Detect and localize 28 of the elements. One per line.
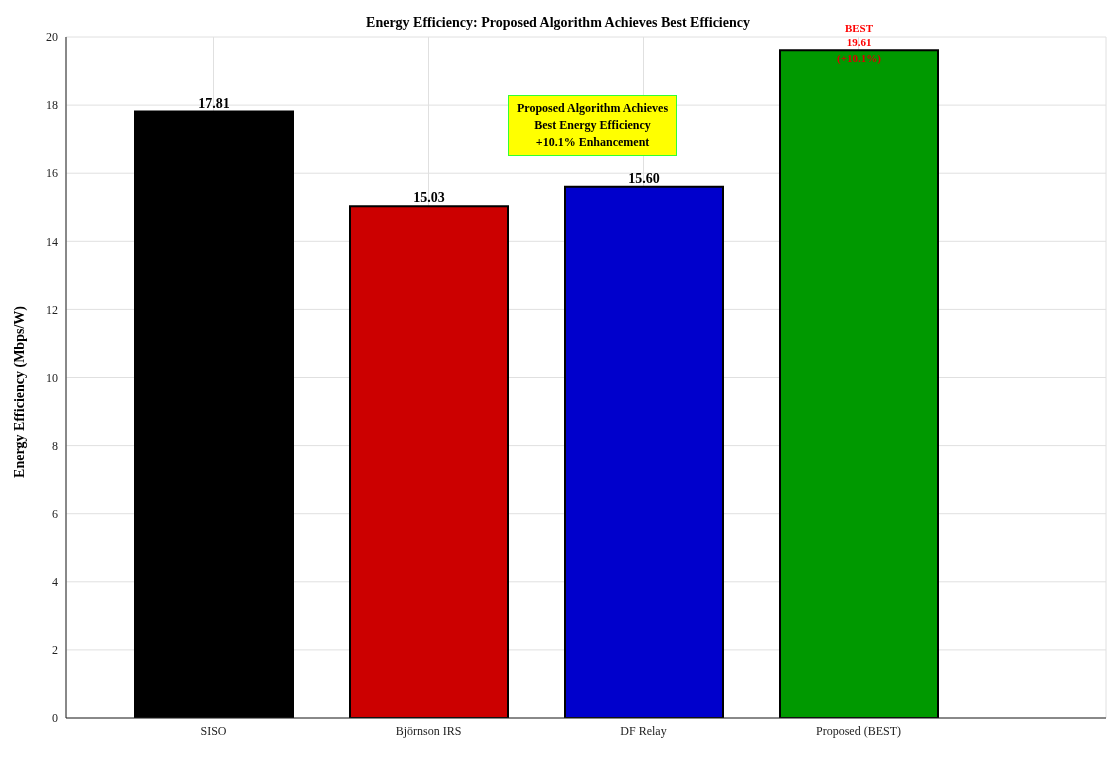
y-tick-label: 10 (46, 370, 58, 385)
bar (349, 205, 509, 718)
y-tick-label: 16 (46, 166, 58, 181)
x-tick-label: Björnson IRS (395, 723, 462, 738)
data-label: 15.03 (413, 190, 445, 206)
annotation: BEST (844, 22, 874, 35)
annotation: Proposed Algorithm Achieves Best Energy Efficiency +10.1% Enhancement (508, 95, 678, 156)
y-tick-label: 2 (52, 643, 58, 658)
y-tick-label: 6 (52, 506, 58, 521)
data-label: 19.61 (846, 36, 872, 49)
bar (779, 49, 939, 718)
y-tick-label: 8 (52, 438, 58, 453)
data-label: 17.81 (198, 95, 230, 111)
x-tick-label: DF Relay (620, 723, 667, 738)
y-tick-label: 4 (52, 575, 58, 590)
annotation: (+10.1%) (837, 52, 882, 66)
chart-title: Energy Efficiency: Proposed Algorithm Achieves Best Efficiency (366, 15, 750, 30)
x-tick-label: SISO (200, 723, 227, 738)
x-tick-label: Proposed (BEST) (816, 723, 901, 738)
y-tick-label: 20 (46, 30, 58, 45)
bar (134, 110, 294, 718)
y-axis-title: Energy Efficiency (Mbps/W) (12, 305, 28, 478)
y-tick-label: 14 (46, 234, 58, 249)
y-tick-label: 18 (46, 98, 58, 113)
y-tick-label: 12 (46, 302, 58, 317)
bar (564, 185, 724, 718)
y-tick-label: 0 (52, 711, 58, 726)
data-label: 15.60 (628, 170, 660, 186)
